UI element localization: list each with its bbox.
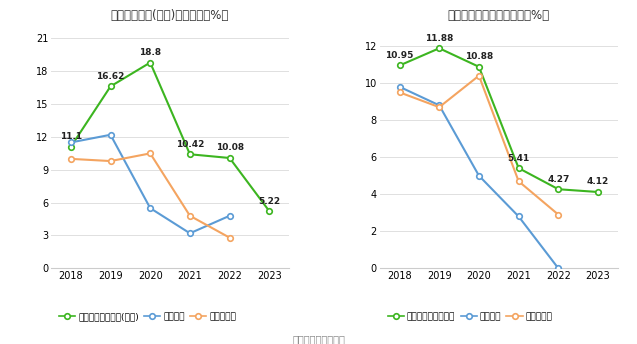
- Text: 11.88: 11.88: [425, 34, 454, 43]
- Text: 18.8: 18.8: [139, 48, 161, 57]
- Title: 投入资本回报率历年情况（%）: 投入资本回报率历年情况（%）: [448, 9, 550, 22]
- Text: 10.42: 10.42: [176, 140, 204, 149]
- Text: 11.1: 11.1: [60, 132, 82, 141]
- Title: 净资产收益率(加权)历年情况（%）: 净资产收益率(加权)历年情况（%）: [111, 9, 229, 22]
- Text: 5.22: 5.22: [258, 197, 280, 206]
- Text: 数据来源：恒生聚源: 数据来源：恒生聚源: [292, 334, 345, 344]
- Text: 4.12: 4.12: [587, 178, 609, 186]
- Legend: 公司净资产收益率(加权), 行业均值, 行业中位数: 公司净资产收益率(加权), 行业均值, 行业中位数: [55, 309, 240, 325]
- Text: 10.95: 10.95: [385, 51, 413, 60]
- Legend: 公司投入资本回报率, 行业均值, 行业中位数: 公司投入资本回报率, 行业均值, 行业中位数: [384, 309, 556, 325]
- Text: 5.41: 5.41: [508, 153, 530, 163]
- Text: 10.88: 10.88: [465, 52, 493, 61]
- Text: 16.62: 16.62: [96, 72, 125, 81]
- Text: 10.08: 10.08: [215, 143, 244, 152]
- Text: 4.27: 4.27: [547, 175, 569, 184]
